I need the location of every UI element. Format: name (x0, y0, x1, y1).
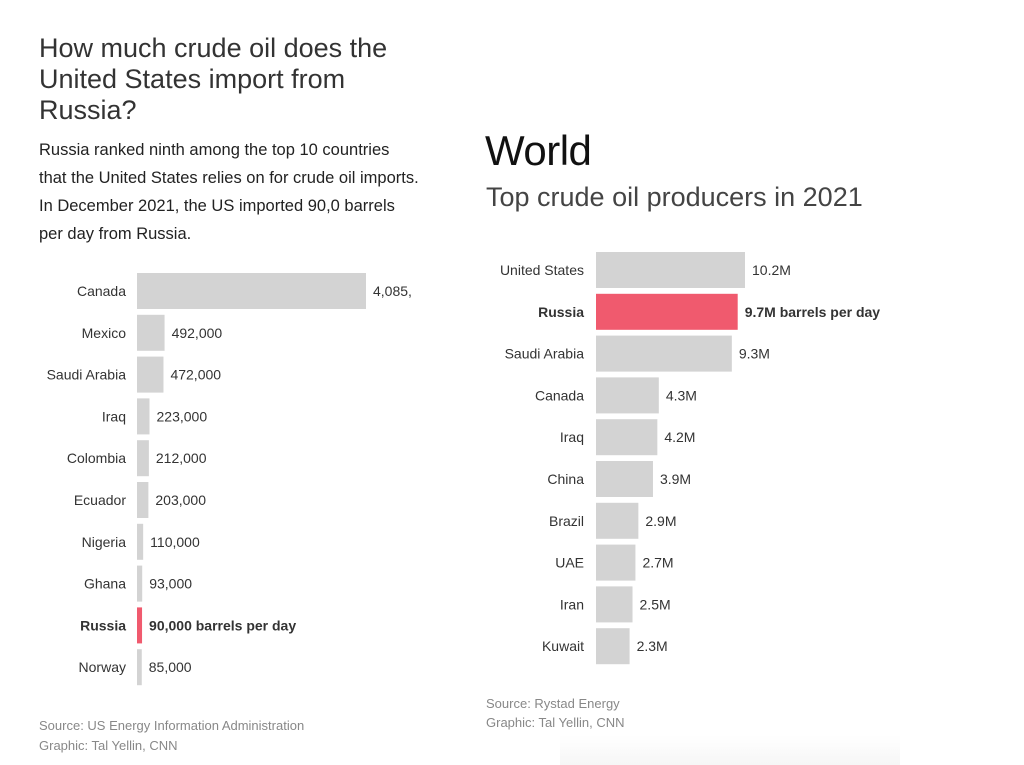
category-label: Iran (560, 596, 584, 612)
bar (596, 502, 639, 539)
right-chart-title: Top crude oil producers in 2021 (486, 182, 863, 212)
category-label: UAE (555, 555, 584, 571)
left-source: Source: US Energy Information Administra… (39, 718, 305, 733)
value-label: 4.2M (664, 429, 695, 445)
left-bar-chart: Canada 4,085, Mexico 492,000 Saudi Arabia 472… (47, 273, 412, 686)
value-label: 93,000 (149, 576, 192, 592)
bar (137, 565, 143, 602)
bar (137, 398, 150, 435)
bar (596, 293, 738, 330)
bar (137, 440, 149, 477)
world-heading: World (485, 127, 592, 174)
category-label: Nigeria (82, 534, 127, 550)
value-label: 3.9M (660, 471, 691, 487)
category-label: Iraq (102, 408, 126, 424)
right-bar-chart: United States 10.2M Russia 9.7M barrels per… (500, 252, 881, 665)
value-label: 9.3M (739, 346, 770, 362)
category-label: Kuwait (542, 638, 584, 654)
bar (137, 649, 142, 686)
category-label: Saudi Arabia (505, 346, 585, 362)
left-graphic-credit: Graphic: Tal Yellin, CNN (39, 738, 178, 753)
value-label: 85,000 (149, 659, 192, 675)
category-label: Russia (538, 304, 584, 320)
category-label: Saudi Arabia (47, 367, 127, 383)
category-label: Colombia (67, 450, 126, 466)
value-label: 2.9M (645, 513, 676, 529)
bar (137, 273, 366, 309)
category-label: Norway (79, 659, 126, 675)
value-label: 472,000 (170, 367, 221, 383)
value-label: 2.5M (640, 596, 671, 612)
bar (137, 314, 165, 351)
value-label: 4,085, (373, 283, 412, 299)
category-label: United States (500, 262, 584, 278)
category-label: Ecuador (74, 492, 126, 508)
value-label: 492,000 (172, 325, 223, 341)
value-label: 2.7M (642, 555, 673, 571)
value-label: 2.3M (637, 638, 668, 654)
bar (137, 356, 164, 393)
value-label: 223,000 (157, 408, 208, 424)
left-chart-title: How much crude oil does the United State… (39, 33, 388, 125)
value-label: 9.7M barrels per day (745, 304, 881, 320)
category-label: Canada (77, 283, 126, 299)
right-source: Source: Rystad Energy (486, 696, 620, 711)
category-label: Russia (80, 617, 126, 633)
value-label: 4.3M (666, 387, 697, 403)
bar (596, 461, 653, 497)
bar (137, 523, 144, 560)
left-chart-subtitle: Russia ranked ninth among the top 10 cou… (39, 141, 419, 243)
bar (137, 482, 149, 518)
category-label: Iraq (560, 429, 584, 445)
right-graphic-credit: Graphic: Tal Yellin, CNN (486, 715, 625, 730)
bar (596, 335, 732, 372)
bar (596, 377, 659, 414)
bar (596, 252, 745, 288)
bar (596, 586, 633, 623)
category-label: Ghana (84, 576, 126, 592)
value-label: 203,000 (155, 492, 206, 508)
bottom-fade (560, 735, 900, 765)
category-label: Brazil (549, 513, 584, 529)
bar (596, 628, 630, 665)
bar (137, 607, 143, 644)
category-label: Canada (535, 387, 584, 403)
bar (596, 419, 658, 456)
value-label: 110,000 (150, 534, 200, 550)
category-label: China (547, 471, 584, 487)
value-label: 90,000 barrels per day (149, 617, 296, 633)
value-label: 212,000 (156, 450, 207, 466)
category-label: Mexico (82, 325, 127, 341)
value-label: 10.2M (752, 262, 791, 278)
bar (596, 544, 636, 581)
